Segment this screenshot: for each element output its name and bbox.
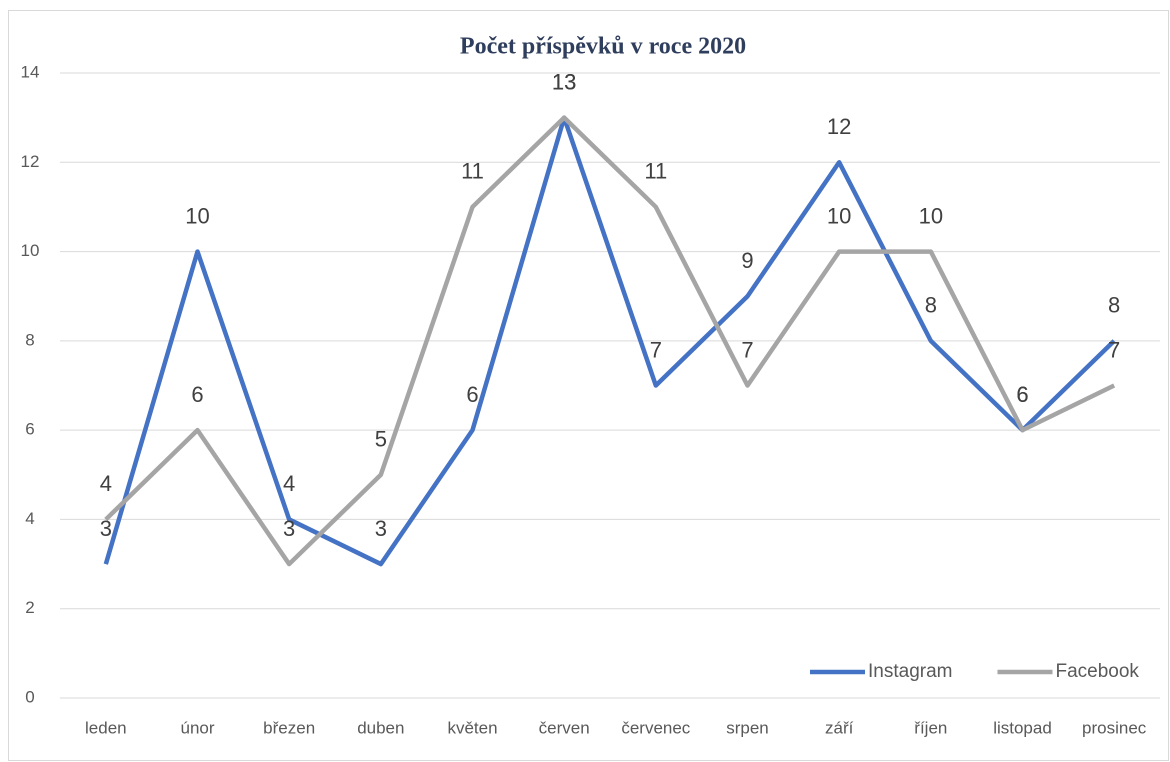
x-tick-label: leden: [85, 718, 127, 737]
data-label: 13: [552, 69, 576, 94]
x-tick-label: prosinec: [1082, 718, 1147, 737]
data-label: 10: [827, 203, 851, 228]
legend-label: Facebook: [1055, 661, 1139, 682]
data-label: 7: [1108, 337, 1120, 362]
x-tick-label: srpen: [726, 718, 769, 737]
data-label: 10: [919, 203, 943, 228]
data-label: 5: [375, 427, 387, 452]
data-label: 6: [191, 382, 203, 407]
data-label: 8: [1108, 293, 1120, 318]
y-tick-label: 6: [25, 420, 34, 439]
data-label: 6: [1016, 382, 1028, 407]
data-label: 8: [925, 293, 937, 318]
data-label: 11: [644, 159, 667, 184]
chart-title: Počet příspěvků v roce 2020: [460, 34, 746, 60]
data-label: 13: [552, 69, 576, 94]
data-label: 10: [185, 203, 209, 228]
x-tick-label: únor: [180, 718, 214, 737]
x-tick-label: červen: [539, 718, 590, 737]
y-tick-label: 4: [25, 509, 34, 528]
chart-border: [8, 10, 1169, 761]
data-label: 3: [283, 516, 295, 541]
x-tick-label: květen: [447, 718, 497, 737]
y-tick-label: 12: [21, 152, 40, 171]
data-label: 4: [100, 471, 112, 496]
data-label: 3: [100, 516, 112, 541]
data-label: 6: [466, 382, 478, 407]
x-tick-label: březen: [263, 718, 315, 737]
x-tick-label: říjen: [914, 718, 947, 737]
y-tick-label: 10: [21, 241, 40, 260]
y-tick-label: 14: [21, 62, 40, 81]
data-label: 6: [1016, 382, 1028, 407]
data-label: 7: [741, 337, 753, 362]
series-line: [103, 115, 1116, 567]
data-label: 7: [650, 337, 662, 362]
data-label: 9: [741, 248, 753, 273]
x-tick-label: listopad: [993, 718, 1052, 737]
data-label: 4: [283, 471, 295, 496]
x-tick-label: září: [825, 718, 854, 737]
data-label: 11: [461, 159, 484, 184]
legend-label: Instagram: [868, 661, 952, 682]
data-label: 3: [375, 516, 387, 541]
data-label: 12: [827, 114, 851, 139]
y-tick-label: 0: [25, 687, 34, 706]
x-tick-label: duben: [357, 718, 404, 737]
y-tick-label: 2: [25, 598, 34, 617]
series-line: [104, 115, 1116, 567]
y-tick-label: 8: [25, 330, 34, 349]
x-tick-label: červenec: [621, 718, 690, 737]
